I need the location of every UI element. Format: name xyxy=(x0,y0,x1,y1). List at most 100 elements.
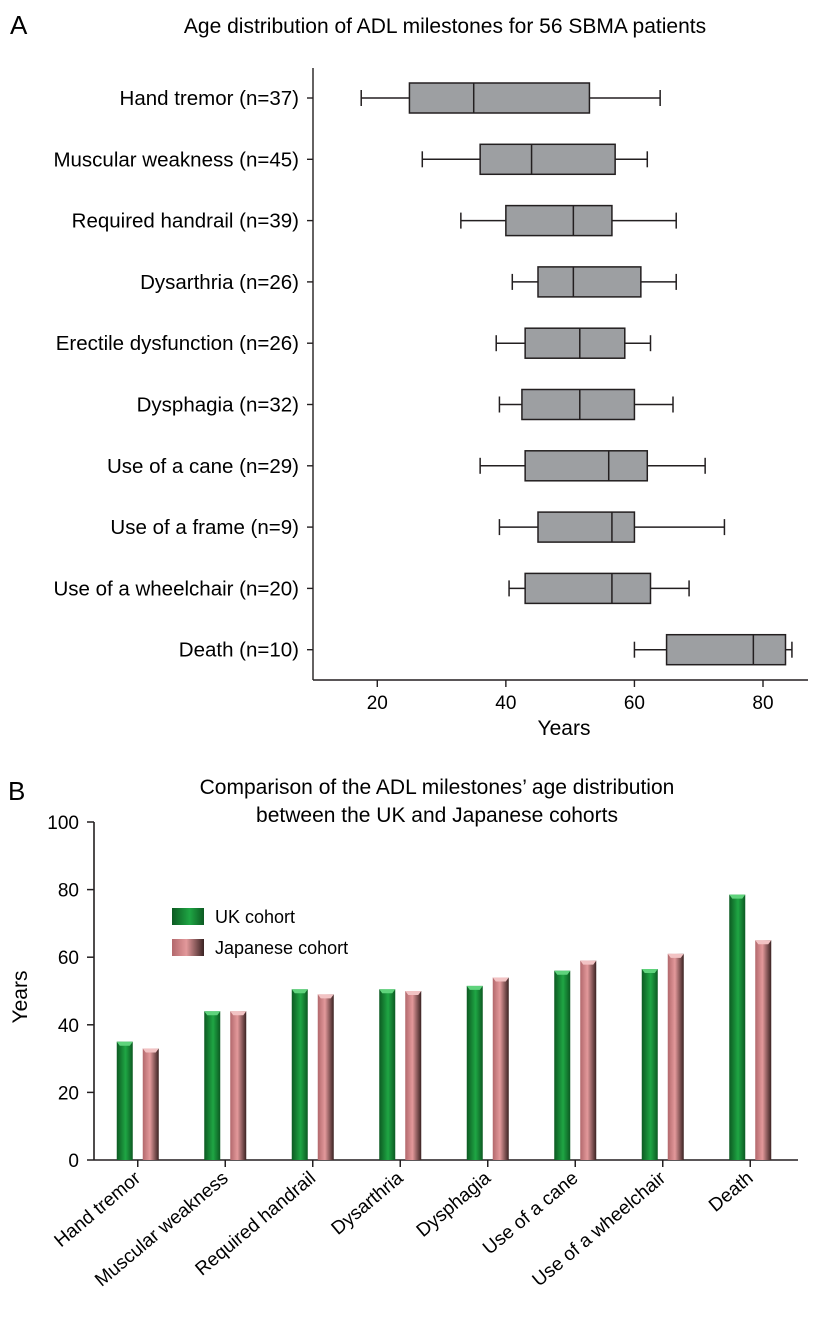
bar-bevel-top xyxy=(729,894,746,899)
bar-body xyxy=(317,994,334,1160)
bar-body xyxy=(405,991,422,1160)
chart-b-category-label: Death xyxy=(705,1168,757,1217)
bar-body xyxy=(554,970,571,1160)
bar-body xyxy=(641,969,658,1160)
bar-body xyxy=(755,940,772,1160)
interquartile-box xyxy=(665,633,787,666)
chart-b-category-label: Dysphagia xyxy=(413,1167,496,1241)
interquartile-box xyxy=(524,450,649,482)
chart-a-category-label: Dysarthria (n=26) xyxy=(140,271,299,294)
interquartile-box xyxy=(505,204,613,237)
chart-a-category-label: Use of a cane (n=29) xyxy=(107,455,299,478)
uk-cohort-bar xyxy=(554,970,571,1160)
interquartile-box xyxy=(524,327,626,359)
bar-bevel-top xyxy=(667,953,684,958)
uk-cohort-bar xyxy=(116,1041,133,1160)
chart-b-y-tick-label: 0 xyxy=(68,1151,79,1172)
interquartile-box xyxy=(537,511,636,543)
uk-cohort-bar xyxy=(204,1011,221,1160)
interquartile-box xyxy=(524,572,652,605)
chart-b-y-tick-label: 40 xyxy=(58,1016,79,1037)
japanese-cohort-bar xyxy=(405,991,422,1160)
chart-a-x-axis-label: Years xyxy=(538,717,591,740)
bar-body xyxy=(492,977,509,1160)
box-plot-row xyxy=(633,633,793,666)
chart-a-category-label: Use of a wheelchair (n=20) xyxy=(53,577,299,600)
bar-bevel-top xyxy=(755,940,772,945)
bar-bevel-top xyxy=(204,1011,221,1016)
box-plot-row xyxy=(511,266,677,298)
chart-b-title-line-1: Comparison of the ADL milestones’ age di… xyxy=(200,776,675,799)
chart-b-category-label: Dysarthria xyxy=(328,1167,408,1239)
japanese-cohort-bar xyxy=(317,994,334,1160)
uk-cohort-bar xyxy=(641,969,658,1160)
bar-bevel-top xyxy=(291,989,308,994)
uk-cohort-bar xyxy=(291,989,308,1160)
japanese-cohort-bar xyxy=(492,977,509,1160)
chart-a-category-label: Required handrail (n=39) xyxy=(72,210,299,233)
chart-a-x-tick-label: 20 xyxy=(367,693,388,714)
panel-label-a: A xyxy=(10,10,28,40)
chart-b-y-tick-label: 100 xyxy=(47,813,79,834)
uk-cohort-bar xyxy=(379,989,396,1160)
bar-bevel-top xyxy=(230,1011,247,1016)
chart-b-category-label: Hand tremor xyxy=(51,1167,146,1251)
chart-a-category-label: Muscular weakness (n=45) xyxy=(53,148,299,171)
bar-bevel-top xyxy=(641,969,658,974)
chart-b-y-tick-label: 20 xyxy=(58,1083,79,1104)
chart-a-category-label: Hand tremor (n=37) xyxy=(120,87,299,110)
bar-body xyxy=(379,989,396,1160)
box-plot-row xyxy=(479,450,706,482)
bar-bevel-top xyxy=(554,970,571,975)
interquartile-box xyxy=(537,266,642,298)
chart-b-title-line-2: between the UK and Japanese cohorts xyxy=(256,804,618,827)
chart-a-category-label: Use of a frame (n=9) xyxy=(110,516,299,539)
bar-chart-b: B Comparison of the ADL milestones’ age … xyxy=(8,776,798,1291)
bar-bevel-top xyxy=(142,1048,159,1053)
chart-b-y-tick-label: 60 xyxy=(58,948,79,969)
bar-bevel-top xyxy=(405,991,422,995)
interquartile-box xyxy=(408,82,591,114)
boxplot-chart-a: A Age distribution of ADL milestones for… xyxy=(10,10,808,740)
bar-bevel-top xyxy=(317,994,334,999)
bar-body xyxy=(116,1041,133,1160)
panel-label-b: B xyxy=(8,776,25,806)
chart-a-x-tick-label: 80 xyxy=(752,693,773,714)
japanese-cohort-bar xyxy=(580,960,597,1160)
legend-swatch-japan xyxy=(172,939,204,956)
box-plot-row xyxy=(508,572,690,605)
legend-label-japan: Japanese cohort xyxy=(215,938,348,958)
box-plot-row xyxy=(421,143,649,176)
chart-a-category-label: Death (n=10) xyxy=(179,639,299,662)
chart-b-y-axis-label: Years xyxy=(9,971,32,1024)
bar-body xyxy=(204,1011,221,1160)
japanese-cohort-bar xyxy=(755,940,772,1160)
box-plot-row xyxy=(495,327,652,359)
bar-body xyxy=(729,894,746,1160)
interquartile-box xyxy=(521,388,636,421)
japanese-cohort-bar xyxy=(142,1048,159,1160)
legend-label-uk: UK cohort xyxy=(215,907,295,927)
bar-body xyxy=(142,1048,159,1160)
bar-bevel-top xyxy=(580,960,597,965)
interquartile-box xyxy=(479,143,616,176)
bar-bevel-top xyxy=(466,985,483,990)
japanese-cohort-bar xyxy=(667,953,684,1160)
uk-cohort-bar xyxy=(729,894,746,1160)
chart-a-category-label: Erectile dysfunction (n=26) xyxy=(56,332,299,355)
bar-bevel-top xyxy=(379,989,396,994)
box-plot-row xyxy=(360,82,661,114)
chart-a-x-tick-label: 40 xyxy=(495,693,516,714)
bar-bevel-top xyxy=(116,1041,133,1046)
bar-body xyxy=(291,989,308,1160)
bar-bevel-top xyxy=(492,977,509,982)
chart-b-y-tick-label: 80 xyxy=(58,881,79,902)
bar-body xyxy=(580,960,597,1160)
japanese-cohort-bar xyxy=(230,1011,247,1160)
legend-swatch-uk xyxy=(172,908,204,925)
uk-cohort-bar xyxy=(466,985,483,1160)
chart-a-title: Age distribution of ADL milestones for 5… xyxy=(184,15,706,38)
box-plot-row xyxy=(460,204,677,237)
bar-body xyxy=(466,985,483,1160)
bar-body xyxy=(230,1011,247,1160)
